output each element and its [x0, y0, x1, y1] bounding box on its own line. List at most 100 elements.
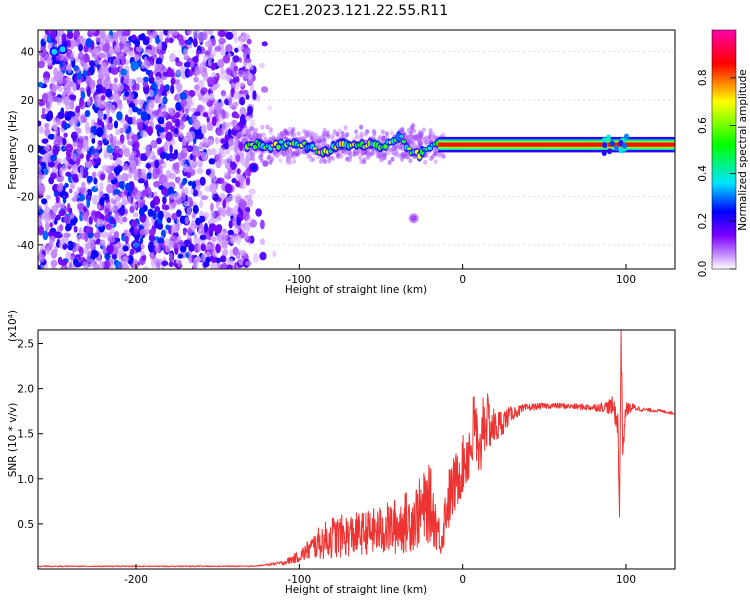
spectrogram-cell	[103, 124, 108, 135]
spectrogram-cell	[97, 204, 102, 210]
spectrogram-cell	[425, 138, 430, 143]
spectrogram-cell	[234, 47, 239, 53]
spectrogram-cell	[124, 91, 130, 97]
spectrogram-cell	[94, 57, 100, 65]
spectrogram-cell	[239, 107, 247, 116]
spectrogram-cell	[203, 211, 210, 220]
spectrogram-cell	[220, 255, 227, 263]
spectrogram-cell	[232, 101, 239, 107]
spectrogram-cell	[115, 129, 121, 136]
colorbar-tick-label: 0.6	[697, 117, 709, 134]
spectrogram-cell	[247, 79, 254, 87]
spectrogram-cell	[186, 30, 192, 36]
spectrogram-cell	[378, 153, 383, 159]
spectrogram-cell	[215, 160, 222, 169]
spectrogram-cell	[124, 114, 129, 122]
spectrogram-cell	[108, 172, 114, 181]
spectrogram-cell	[271, 135, 276, 141]
spectrogram-cell	[176, 176, 181, 185]
spectrogram-cell	[89, 258, 94, 266]
spectrogram-cell	[170, 77, 176, 85]
spectrogram-cell	[84, 160, 93, 168]
snr-marks	[38, 330, 675, 568]
spectrogram-cell	[193, 55, 199, 64]
spectrogram-cell	[417, 132, 422, 138]
spectrogram-cell	[207, 57, 212, 67]
spectrogram-cell	[93, 232, 101, 239]
spectrogram-cell	[134, 83, 140, 91]
spectrogram-cell	[103, 149, 109, 159]
spectrogram-cell	[200, 195, 209, 201]
spectrogram-cell	[120, 68, 128, 76]
spectrogram-cell	[77, 51, 84, 61]
spectrogram-cell	[113, 231, 119, 239]
spectrogram-cell	[125, 182, 131, 191]
spectrogram-cell	[210, 202, 214, 212]
colorbar-tick-label: 0.4	[697, 165, 709, 182]
spectrogram-cell	[145, 150, 150, 157]
spectrogram-cell	[160, 103, 167, 114]
spectrogram-cell	[146, 172, 152, 180]
spectrogram-cell	[224, 134, 229, 142]
spectrogram-cell	[192, 204, 199, 214]
spectrogram-cell	[331, 156, 335, 161]
spectrogram-cell	[140, 129, 148, 138]
spectrogram-cell	[407, 135, 412, 141]
spectrogram-cell	[246, 38, 252, 45]
spectrogram-cell	[159, 174, 165, 183]
spectrogram-cell	[65, 251, 72, 261]
spectrogram-cell	[114, 211, 120, 221]
spectrogram-cell	[392, 146, 396, 152]
spectrogram-cell	[78, 194, 86, 202]
spectrogram-cell	[109, 263, 114, 269]
spectrogram-cell	[70, 38, 77, 48]
spectrogram-cell	[116, 174, 123, 181]
spectrogram-cell	[210, 261, 218, 269]
spectrogram-cell	[157, 42, 163, 51]
snr-y-multiplier: (x10⁴)	[7, 310, 19, 342]
spectrogram-cell	[202, 112, 208, 118]
spectrogram-cell	[106, 183, 114, 194]
spectrogram-cell	[128, 102, 136, 109]
spectrogram-cell	[405, 154, 410, 160]
spectrogram-cell	[227, 229, 234, 236]
spectrogram-cell	[211, 116, 217, 127]
spectrogram-cell	[105, 202, 111, 209]
spectrogram-cell	[247, 105, 253, 116]
spectrogram-cell	[93, 152, 99, 160]
spectrogram-cell	[235, 132, 242, 139]
spectrogram-cell	[143, 226, 150, 234]
spectrogram-cell	[218, 147, 224, 155]
snr-y-ticks: 0.5 1.0 1.5 2.0 2.5	[17, 339, 43, 531]
spectrogram-cell	[174, 168, 180, 175]
spectrogram-cell	[220, 70, 228, 80]
spectrogram-cell	[38, 177, 42, 187]
spectrogram-cell	[208, 106, 215, 115]
spectrogram-cell	[77, 203, 85, 211]
spectrogram-cell	[201, 97, 209, 104]
spectrogram-cell	[262, 160, 269, 167]
spectrogram-cell	[187, 165, 192, 173]
spectrogram-cell	[38, 145, 42, 153]
spectrogram-cell	[211, 236, 217, 243]
spectrogram-cell	[233, 35, 238, 44]
spectrogram-cell	[330, 133, 335, 139]
spectrogram-cell	[371, 134, 376, 140]
snr-y-axis-label: SNR (10 * v/v)	[7, 403, 19, 478]
spectrogram-cell	[66, 31, 74, 39]
spectrogram-cell	[371, 128, 376, 134]
spectrogram-cell	[230, 88, 235, 98]
spectrogram-cell	[229, 236, 236, 244]
spectrogram-cell	[116, 99, 122, 106]
spectrogram-cell	[73, 65, 79, 71]
spectrogram-cell	[40, 161, 47, 170]
spectrogram-cell	[80, 90, 86, 100]
bright-spot	[410, 215, 417, 222]
spectrogram-cell	[55, 117, 62, 126]
spectrogram-cell	[38, 120, 42, 127]
spectrogram-cell	[174, 162, 180, 170]
spectrogram-cell	[390, 156, 395, 162]
spectrogram-cell	[84, 121, 90, 130]
spectrogram-cell	[286, 149, 291, 155]
spectrogram-cell	[50, 172, 58, 180]
